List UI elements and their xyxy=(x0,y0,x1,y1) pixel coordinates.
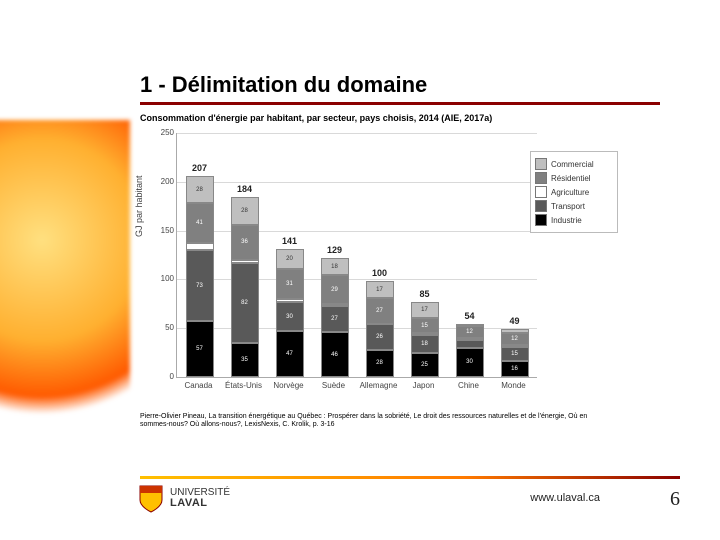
x-category: États-Unis xyxy=(222,381,266,390)
bar-total: 85 xyxy=(411,289,439,299)
segment-residentiel xyxy=(501,333,529,345)
legend-item-residentiel: Résidentiel xyxy=(535,172,613,184)
logo-text: UNIVERSITÉ LAVAL xyxy=(170,488,230,510)
slide-content: 1 - Délimitation du domaine Consommation… xyxy=(140,72,660,430)
segment-transport xyxy=(366,324,394,349)
segment-commercial xyxy=(321,258,349,276)
legend-swatch xyxy=(535,200,547,212)
bar-canada: 57734128 xyxy=(186,176,214,377)
segment-commercial xyxy=(186,176,214,203)
segment-transport xyxy=(456,340,484,348)
legend-item-commercial: Commercial xyxy=(535,158,613,170)
legend-label: Transport xyxy=(551,202,585,211)
segment-industrie xyxy=(456,348,484,377)
gridline xyxy=(177,182,537,183)
decorative-gradient xyxy=(0,120,130,420)
legend-item-agriculture: Agriculture xyxy=(535,186,613,198)
gridline xyxy=(177,133,537,134)
segment-transport xyxy=(321,306,349,332)
bar-chine: 3012 xyxy=(456,324,484,377)
bar-monde: 161512 xyxy=(501,329,529,377)
legend-swatch xyxy=(535,186,547,198)
bar-total: 141 xyxy=(276,236,304,246)
segment-industrie xyxy=(501,361,529,377)
y-tick: 0 xyxy=(156,372,174,381)
footer-accent-line xyxy=(140,476,680,479)
bar-total: 54 xyxy=(456,311,484,321)
legend-item-industrie: Industrie xyxy=(535,214,613,226)
segment-industrie xyxy=(366,350,394,377)
x-category: Allemagne xyxy=(357,381,401,390)
y-tick: 200 xyxy=(156,177,174,186)
bar-total: 129 xyxy=(321,245,349,255)
bar-états-unis: 35823628 xyxy=(231,197,259,377)
segment-transport xyxy=(231,263,259,343)
x-category: Suède xyxy=(312,381,356,390)
footer-url: www.ulaval.ca xyxy=(530,492,600,504)
shield-icon xyxy=(138,484,164,514)
bar-japon: 25181517 xyxy=(411,302,439,377)
segment-industrie xyxy=(411,353,439,377)
bar-total: 207 xyxy=(186,163,214,173)
legend-swatch xyxy=(535,214,547,226)
bar-suède: 46272918 xyxy=(321,258,349,377)
slide-title: 1 - Délimitation du domaine xyxy=(140,72,660,105)
segment-commercial xyxy=(411,302,439,319)
legend-label: Commercial xyxy=(551,160,594,169)
segment-transport xyxy=(411,335,439,353)
legend: Commercial Résidentiel Agriculture Transpor… xyxy=(530,151,618,233)
footer: UNIVERSITÉ LAVAL www.ulaval.ca 6 xyxy=(0,470,720,540)
plot-area: 57734128 207 35823628 184 47303120 141 4627291… xyxy=(176,133,537,378)
segment-residentiel xyxy=(186,203,214,243)
citation-text: Pierre-Olivier Pineau, La transition éne… xyxy=(140,413,600,430)
logo-line2: LAVAL xyxy=(170,498,230,510)
segment-residentiel xyxy=(411,318,439,333)
segment-commercial xyxy=(366,281,394,298)
y-axis-label: GJ par habitant xyxy=(134,175,144,237)
x-category: Canada xyxy=(177,381,221,390)
logo-line1: UNIVERSITÉ xyxy=(170,487,230,498)
x-category: Norvège xyxy=(267,381,311,390)
segment-transport xyxy=(501,347,529,362)
bar-norvège: 47303120 xyxy=(276,249,304,377)
y-tick: 50 xyxy=(156,323,174,332)
bar-total: 100 xyxy=(366,268,394,278)
y-tick: 250 xyxy=(156,128,174,137)
page-number: 6 xyxy=(670,488,680,511)
segment-transport xyxy=(186,250,214,321)
segment-agriculture xyxy=(186,243,214,250)
segment-residentiel xyxy=(231,225,259,260)
segment-industrie xyxy=(321,332,349,377)
segment-residentiel xyxy=(456,326,484,338)
segment-industrie xyxy=(276,331,304,377)
legend-label: Agriculture xyxy=(551,188,589,197)
segment-residentiel xyxy=(366,298,394,324)
segment-industrie xyxy=(231,343,259,377)
segment-commercial xyxy=(231,197,259,224)
bar-total: 49 xyxy=(501,316,529,326)
university-logo: UNIVERSITÉ LAVAL xyxy=(138,484,230,514)
legend-item-transport: Transport xyxy=(535,200,613,212)
segment-residentiel xyxy=(276,269,304,299)
bar-allemagne: 28262717 xyxy=(366,281,394,377)
segment-industrie xyxy=(186,321,214,377)
segment-residentiel xyxy=(321,275,349,303)
chart: GJ par habitant 577341282073582362818447… xyxy=(140,127,620,407)
legend-label: Industrie xyxy=(551,216,582,225)
segment-commercial xyxy=(276,249,304,269)
x-category: Chine xyxy=(447,381,491,390)
y-tick: 100 xyxy=(156,274,174,283)
legend-swatch xyxy=(535,172,547,184)
segment-transport xyxy=(276,302,304,331)
chart-subtitle: Consommation d'énergie par habitant, par… xyxy=(140,113,660,123)
x-category: Monde xyxy=(492,381,536,390)
x-category: Japon xyxy=(402,381,446,390)
bar-total: 184 xyxy=(231,184,259,194)
y-tick: 150 xyxy=(156,226,174,235)
legend-swatch xyxy=(535,158,547,170)
legend-label: Résidentiel xyxy=(551,174,591,183)
